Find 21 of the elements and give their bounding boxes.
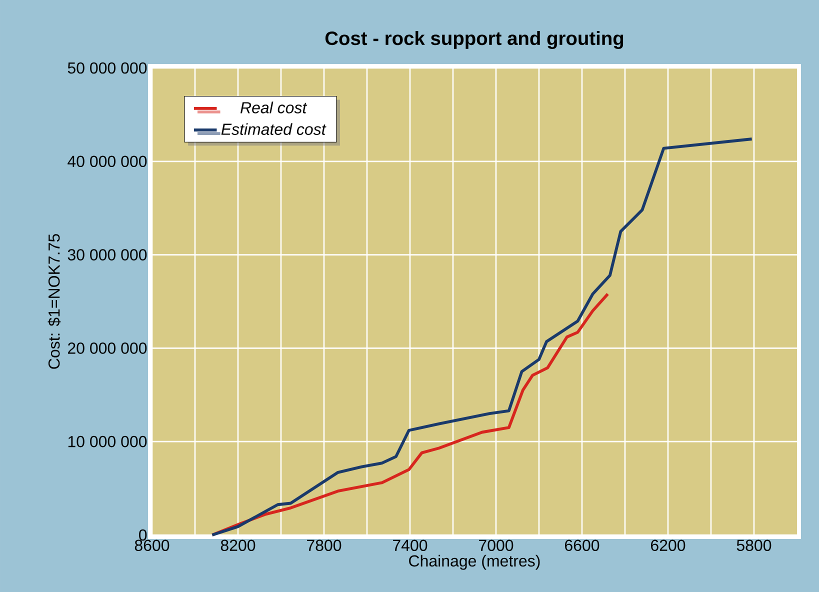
y-tick-label: 20 000 000 [68,342,147,354]
y-axis-title: Cost: $1=NOK7.75 [48,234,61,369]
x-tick-label: 6200 [651,540,686,552]
x-axis-title: Chainage (metres) [409,554,540,570]
x-tick-label: 7800 [307,540,342,552]
line-series [210,138,754,536]
y-tick-label: 50 000 000 [68,62,147,74]
y-tick-label: 0 [139,529,147,541]
x-tick-label: 8600 [134,540,170,552]
x-tick-label: 5800 [736,540,772,552]
chart-title: Cost - rock support and grouting [325,31,624,49]
x-tick-label: 6600 [565,540,600,552]
x-tick-label: 8200 [220,540,256,552]
y-tick-label: 10 000 000 [68,436,147,448]
x-tick-label: 7400 [393,540,428,552]
y-tick-label: 40 000 000 [68,156,147,168]
legend-label: Estimated cost [221,123,326,135]
line-series [210,292,610,536]
y-tick-label: 30 000 000 [68,249,147,260]
x-tick-label: 7000 [479,540,514,552]
legend-label: Real cost [240,102,308,114]
